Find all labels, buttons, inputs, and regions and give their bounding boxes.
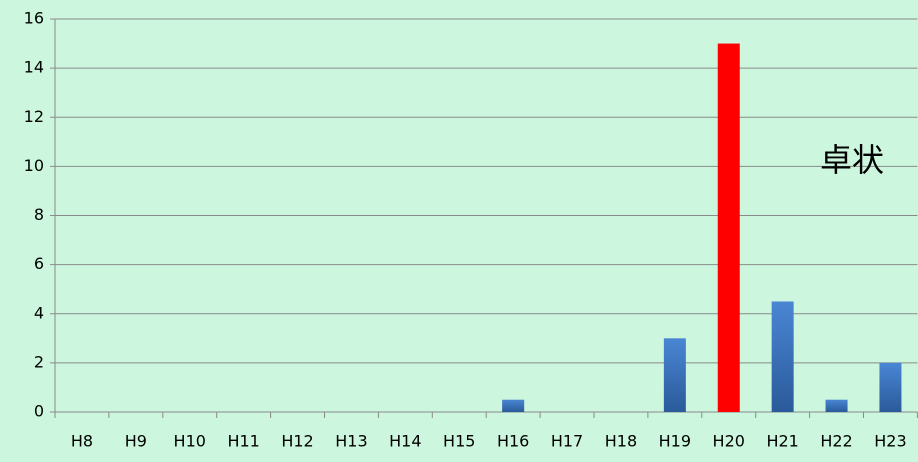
- bar: [879, 362, 902, 412]
- y-tick-label: 8: [34, 205, 44, 224]
- y-tick-label: 12: [24, 107, 44, 126]
- x-tick-label: H19: [659, 432, 691, 451]
- y-tick-label: 10: [24, 156, 44, 175]
- x-tick-label: H23: [874, 432, 906, 451]
- x-tick-label: H13: [335, 432, 367, 451]
- y-tick-label: 2: [34, 352, 44, 371]
- bar: [502, 399, 525, 412]
- bar: [825, 399, 848, 412]
- x-tick-label: H21: [766, 432, 798, 451]
- x-tick-label: H15: [443, 432, 475, 451]
- x-tick-label: H14: [389, 432, 421, 451]
- x-tick-label: H17: [551, 432, 583, 451]
- x-tick-label: H11: [227, 432, 259, 451]
- y-tick-label: 6: [34, 254, 44, 273]
- x-tick-label: H22: [820, 432, 852, 451]
- x-tick-label: H18: [605, 432, 637, 451]
- x-tick-label: H16: [497, 432, 529, 451]
- x-tick-label: H9: [125, 432, 147, 451]
- y-tick-label: 0: [34, 402, 44, 421]
- x-tick-label: H8: [71, 432, 93, 451]
- x-tick-label: H12: [281, 432, 313, 451]
- y-tick-label: 14: [24, 58, 44, 77]
- x-tick-label: H20: [713, 432, 745, 451]
- x-tick-label: H10: [174, 432, 206, 451]
- y-tick-label: 16: [24, 9, 44, 28]
- annotation: 卓状: [820, 141, 884, 179]
- bar: [771, 301, 794, 412]
- bar: [663, 338, 686, 412]
- bar: [717, 43, 740, 412]
- y-tick-label: 4: [34, 303, 44, 322]
